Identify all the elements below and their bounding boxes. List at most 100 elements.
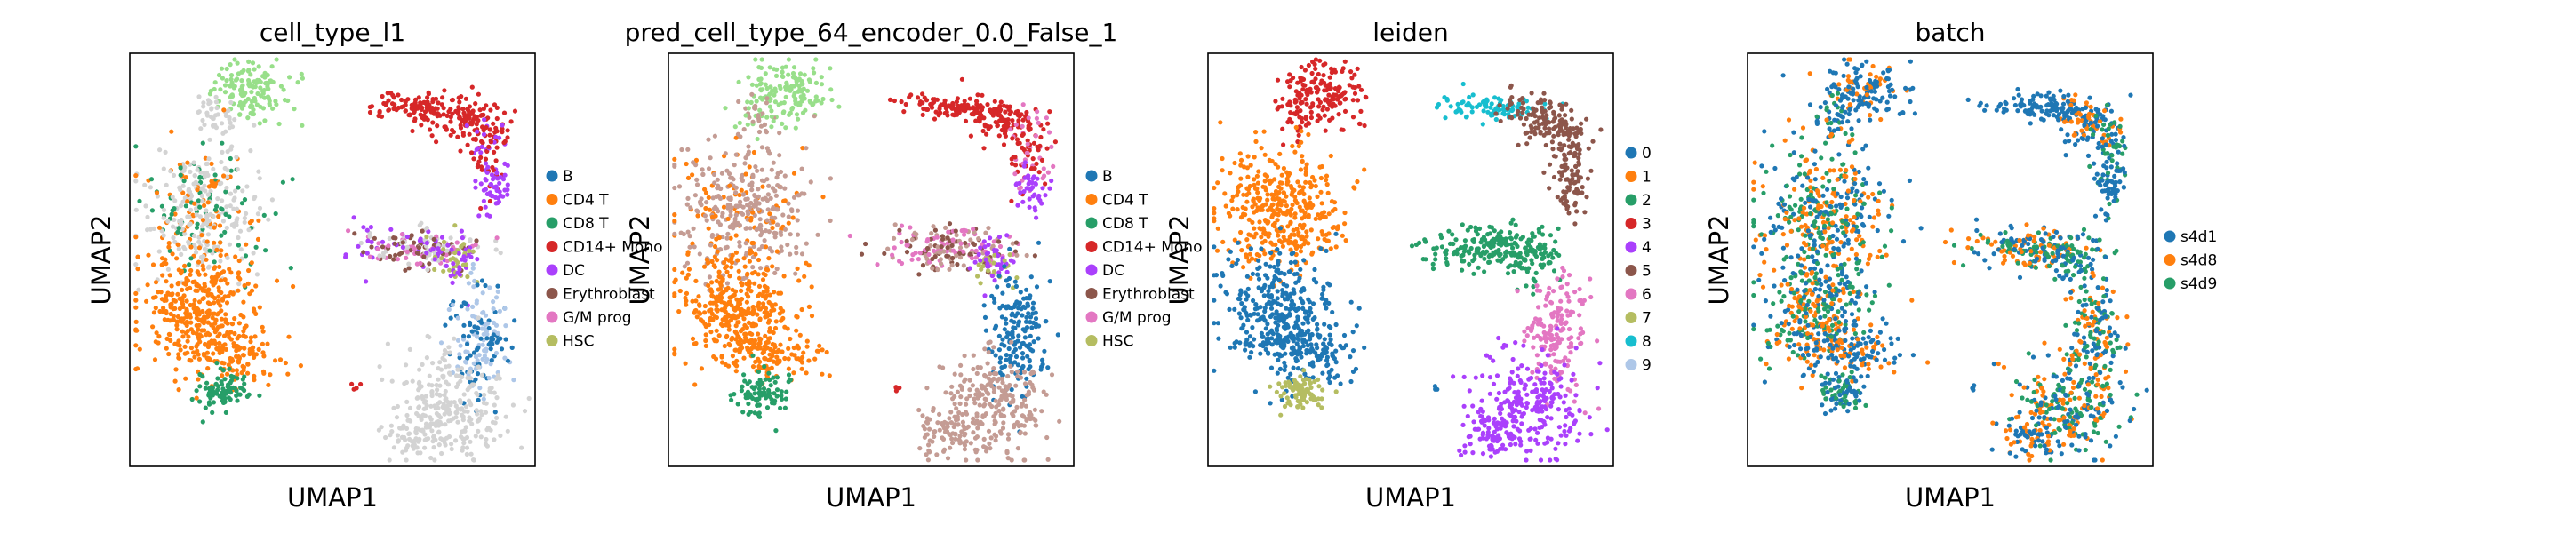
scatter-point bbox=[419, 384, 424, 389]
legend-marker bbox=[1085, 335, 1098, 346]
scatter-point bbox=[778, 229, 783, 235]
scatter-point bbox=[273, 211, 278, 217]
scatter-point bbox=[467, 131, 472, 137]
scatter-point bbox=[183, 203, 188, 209]
scatter-point bbox=[1556, 132, 1561, 138]
scatter-point bbox=[481, 131, 487, 137]
scatter-point bbox=[161, 306, 166, 311]
scatter-point bbox=[770, 225, 775, 231]
scatter-point bbox=[1561, 163, 1566, 169]
scatter-point bbox=[701, 264, 708, 269]
scatter-point bbox=[1547, 186, 1552, 191]
scatter-point bbox=[493, 195, 499, 200]
scatter-point bbox=[938, 110, 943, 115]
scatter-point bbox=[367, 254, 373, 259]
scatter-point bbox=[212, 338, 217, 344]
scatter-point bbox=[386, 243, 391, 249]
scatter-point bbox=[1517, 97, 1523, 103]
legend-marker bbox=[546, 311, 558, 323]
scatter-point bbox=[702, 213, 708, 219]
scatter-point bbox=[799, 366, 804, 371]
scatter-point bbox=[182, 246, 188, 251]
scatter-point bbox=[407, 405, 413, 410]
scatter-point bbox=[737, 243, 742, 249]
scatter-point bbox=[764, 198, 771, 203]
scatter-point bbox=[756, 386, 763, 392]
scatter-point bbox=[468, 369, 473, 375]
scatter-point bbox=[380, 377, 385, 382]
scatter-point bbox=[757, 346, 763, 351]
scatter-point bbox=[735, 402, 740, 407]
scatter-point bbox=[469, 421, 475, 426]
scatter-point bbox=[924, 416, 930, 421]
scatter-point bbox=[976, 236, 981, 242]
scatter-point bbox=[1474, 104, 1480, 109]
scatter-point bbox=[240, 69, 245, 75]
scatter-point bbox=[175, 242, 180, 247]
scatter-point bbox=[220, 121, 225, 126]
scatter-point bbox=[1034, 284, 1040, 290]
scatter-point bbox=[1055, 332, 1060, 338]
x-axis-label: UMAP1 bbox=[287, 482, 378, 513]
scatter-point bbox=[981, 436, 987, 442]
scatter-point bbox=[464, 445, 470, 450]
scatter-point bbox=[183, 280, 189, 285]
scatter-point bbox=[156, 334, 162, 339]
scatter-point bbox=[1336, 84, 1342, 90]
scatter-point bbox=[940, 435, 945, 441]
scatter-point bbox=[772, 325, 779, 331]
scatter-point bbox=[1572, 203, 1578, 208]
scatter-point bbox=[183, 175, 188, 180]
scatter-point bbox=[180, 329, 185, 334]
scatter-point bbox=[256, 169, 261, 174]
scatter-point bbox=[782, 186, 788, 191]
scatter-point bbox=[391, 95, 396, 100]
scatter-point bbox=[1590, 139, 1596, 144]
scatter-point bbox=[751, 386, 756, 391]
scatter-point bbox=[774, 175, 780, 180]
scatter-point bbox=[750, 119, 756, 124]
scatter-point bbox=[212, 300, 217, 306]
scatter-point bbox=[1563, 113, 1568, 118]
scatter-point bbox=[1026, 115, 1031, 121]
scatter-point bbox=[498, 175, 503, 180]
scatter-point bbox=[213, 277, 219, 282]
scatter-point bbox=[1023, 403, 1028, 409]
legend-label: DC bbox=[563, 262, 585, 280]
scatter-point bbox=[488, 346, 493, 352]
scatter-point bbox=[755, 168, 760, 173]
scatter-point bbox=[801, 86, 806, 91]
scatter-point bbox=[1008, 127, 1013, 132]
scatter-point bbox=[756, 283, 763, 289]
scatter-point bbox=[423, 406, 428, 411]
scatter-point bbox=[394, 415, 400, 420]
scatter-point bbox=[747, 259, 753, 264]
scatter-point bbox=[1005, 456, 1011, 461]
scatter-point bbox=[470, 261, 476, 267]
scatter-point bbox=[430, 421, 436, 426]
scatter-point bbox=[133, 207, 139, 212]
scatter-point bbox=[937, 411, 942, 417]
scatter-point bbox=[475, 371, 481, 377]
scatter-point bbox=[1004, 233, 1010, 238]
scatter-point bbox=[261, 212, 267, 218]
scatter-point bbox=[975, 274, 980, 279]
scatter-point bbox=[750, 312, 756, 317]
scatter-point bbox=[460, 107, 466, 112]
scatter-point bbox=[1039, 201, 1044, 206]
scatter-point bbox=[455, 419, 460, 425]
scatter-point bbox=[438, 367, 444, 372]
scatter-point bbox=[1020, 351, 1026, 356]
scatter-point bbox=[154, 330, 159, 336]
scatter-point bbox=[134, 366, 140, 371]
scatter-point bbox=[1322, 113, 1327, 118]
scatter-point bbox=[811, 66, 816, 71]
scatter-point bbox=[176, 387, 181, 393]
scatter-point bbox=[1319, 201, 1324, 206]
scatter-point bbox=[1029, 166, 1035, 171]
scatter-point bbox=[418, 450, 423, 456]
scatter-point bbox=[352, 231, 357, 236]
scatter-point bbox=[237, 88, 244, 93]
scatter-point bbox=[212, 113, 219, 118]
scatter-point bbox=[1493, 116, 1499, 123]
